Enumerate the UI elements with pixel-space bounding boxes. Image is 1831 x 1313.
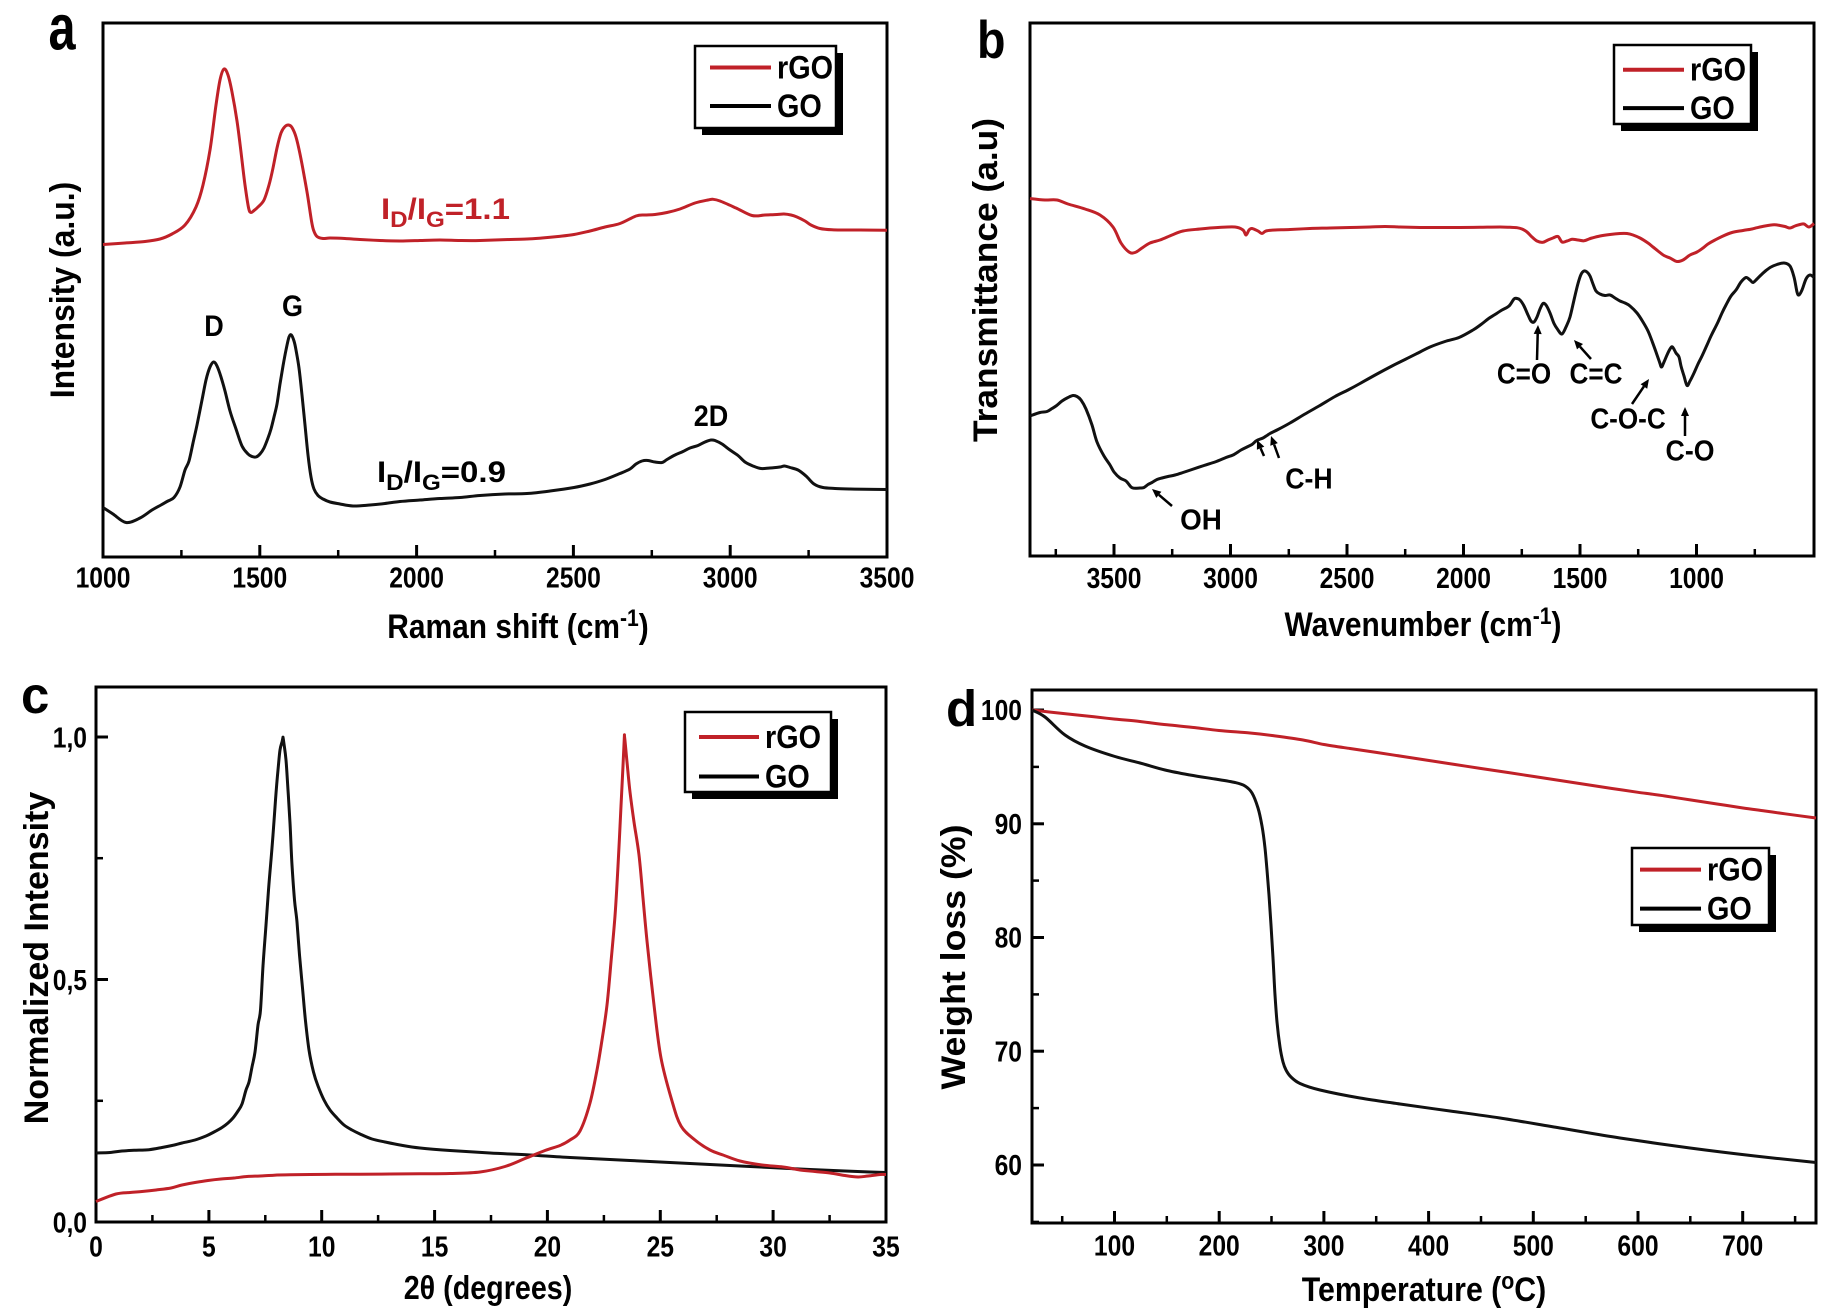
svg-text:300: 300	[1303, 1230, 1344, 1262]
svg-text:90: 90	[995, 808, 1022, 840]
svg-text:25: 25	[647, 1231, 674, 1263]
svg-text:3000: 3000	[1203, 562, 1258, 594]
svg-text:C-O-C: C-O-C	[1590, 402, 1665, 435]
svg-text:1000: 1000	[76, 562, 131, 594]
svg-text:20: 20	[534, 1231, 561, 1263]
svg-text:Wavenumber (cm-1): Wavenumber (cm-1)	[1285, 603, 1562, 644]
svg-text:3500: 3500	[1087, 562, 1142, 594]
svg-text:70: 70	[995, 1035, 1022, 1067]
svg-text:2500: 2500	[1320, 562, 1375, 594]
svg-text:rGO: rGO	[765, 720, 821, 756]
svg-text:Weight loss (%): Weight loss (%)	[935, 824, 973, 1089]
svg-text:2500: 2500	[546, 562, 601, 594]
svg-text:2000: 2000	[389, 562, 444, 594]
svg-text:GO: GO	[1690, 91, 1735, 127]
svg-text:C=C: C=C	[1570, 357, 1623, 390]
svg-text:500: 500	[1513, 1230, 1554, 1262]
svg-text:rGO: rGO	[1690, 52, 1746, 88]
svg-text:60: 60	[995, 1149, 1022, 1181]
svg-text:5: 5	[202, 1231, 216, 1263]
svg-text:1000: 1000	[1669, 562, 1724, 594]
svg-text:10: 10	[308, 1231, 335, 1263]
svg-text:1500: 1500	[232, 562, 287, 594]
svg-text:400: 400	[1408, 1230, 1449, 1262]
svg-text:2D: 2D	[694, 400, 728, 434]
svg-text:3500: 3500	[860, 562, 915, 594]
svg-text:ID/IG=0.9: ID/IG=0.9	[377, 454, 506, 494]
svg-text:Raman shift (cm-1): Raman shift (cm-1)	[387, 605, 648, 646]
svg-text:700: 700	[1722, 1230, 1763, 1262]
svg-text:15: 15	[421, 1231, 448, 1263]
svg-text:600: 600	[1617, 1230, 1658, 1262]
svg-text:C-O: C-O	[1666, 434, 1715, 466]
svg-text:OH: OH	[1180, 504, 1222, 537]
svg-text:c: c	[21, 666, 49, 725]
svg-text:rGO: rGO	[1707, 852, 1763, 888]
svg-text:C-H: C-H	[1285, 462, 1332, 494]
svg-text:D: D	[204, 310, 223, 344]
svg-text:rGO: rGO	[777, 50, 833, 86]
svg-text:35: 35	[872, 1231, 899, 1263]
svg-text:Intensity (a.u.): Intensity (a.u.)	[43, 182, 81, 399]
svg-text:30: 30	[759, 1231, 786, 1263]
svg-text:C=O: C=O	[1497, 357, 1551, 390]
svg-text:200: 200	[1199, 1230, 1240, 1262]
svg-text:G: G	[282, 290, 303, 324]
svg-text:100: 100	[981, 694, 1022, 726]
svg-text:0,0: 0,0	[53, 1207, 87, 1239]
svg-text:GO: GO	[765, 759, 810, 795]
svg-text:1500: 1500	[1553, 562, 1608, 594]
svg-text:b: b	[977, 10, 1005, 69]
svg-text:3000: 3000	[703, 562, 758, 594]
svg-text:2θ (degrees): 2θ (degrees)	[404, 1269, 573, 1306]
svg-text:0: 0	[89, 1231, 103, 1263]
svg-text:2000: 2000	[1436, 562, 1491, 594]
svg-text:80: 80	[995, 922, 1022, 954]
svg-text:100: 100	[1094, 1230, 1135, 1262]
svg-text:0,5: 0,5	[53, 964, 87, 996]
svg-text:a: a	[49, 0, 76, 64]
svg-text:d: d	[946, 680, 977, 737]
svg-text:Transmittance (a.u): Transmittance (a.u)	[968, 118, 1005, 442]
svg-text:1,0: 1,0	[53, 722, 87, 754]
svg-text:GO: GO	[777, 89, 822, 125]
svg-text:GO: GO	[1707, 891, 1752, 927]
svg-text:Normalized Intensity: Normalized Intensity	[18, 792, 56, 1125]
